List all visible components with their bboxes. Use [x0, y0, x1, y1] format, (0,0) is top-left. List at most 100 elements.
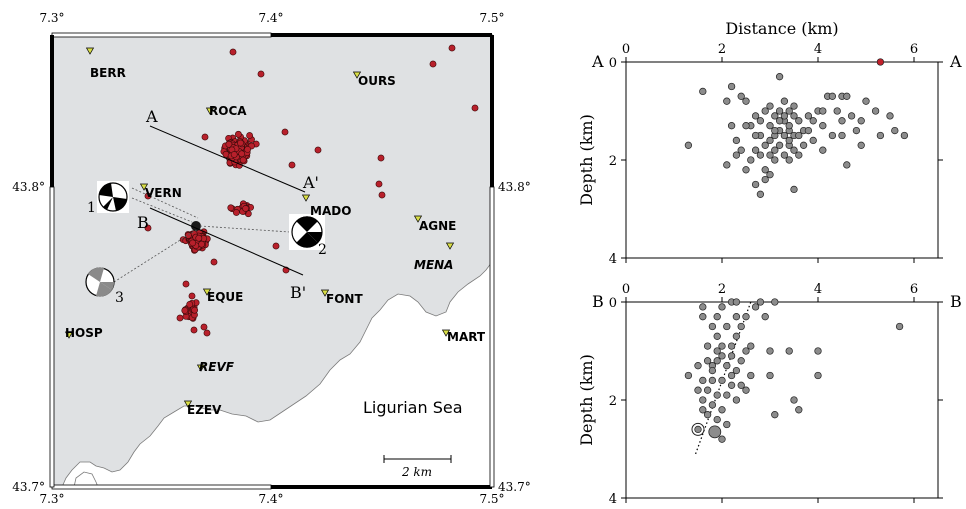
- event-marker: [242, 205, 249, 212]
- focal-mechanism-3: [85, 267, 115, 297]
- hypocenter-point: [742, 386, 750, 394]
- hypocenter-point: [756, 151, 765, 159]
- event-marker: [198, 240, 205, 248]
- hypocenter-point: [737, 357, 745, 365]
- hypocenter-point: [727, 352, 736, 360]
- station-label-revf: REVF: [199, 360, 235, 374]
- hypocenter-point: [747, 371, 755, 380]
- hypocenter-point: [771, 298, 779, 306]
- station-marker-revf: [196, 364, 206, 372]
- hypocenter-point: [819, 146, 827, 154]
- mechanism-label-1: 1: [87, 200, 96, 216]
- event-marker: [225, 140, 233, 148]
- event-marker: [288, 161, 296, 169]
- frame-band-right: [490, 35, 494, 187]
- hypocenter-point: [785, 122, 793, 130]
- event-marker: [203, 329, 211, 337]
- x-tick-label: 2: [718, 282, 726, 297]
- hypocenter-point: [766, 151, 774, 159]
- y-axis-label: Depth (km): [577, 354, 596, 446]
- hypocenter-point: [785, 156, 793, 164]
- hypocenter-ringed: [694, 425, 702, 434]
- lat-label-left-0: 43.8°: [12, 180, 45, 194]
- hypocenter-point: [790, 112, 798, 120]
- frame-band-left: [50, 35, 54, 187]
- hypocenter-point: [766, 371, 774, 380]
- hypocenter-point: [751, 303, 760, 311]
- hypocenter-point: [891, 126, 899, 135]
- mechanism-label-2: 2: [318, 242, 327, 258]
- cross-section-b: 0 2 4 6 0 2 4 Depth (km) B B: [577, 282, 962, 507]
- hypocenter-point: [756, 117, 765, 125]
- x-tick-label: 0: [622, 282, 630, 297]
- hypocenter-point: [761, 107, 769, 115]
- station-marker-mena: [445, 242, 455, 250]
- station-label-berr: BERR: [90, 66, 126, 80]
- hypocenter-point: [732, 396, 741, 404]
- station-label-vern: VERN: [145, 186, 182, 200]
- hypocenter-point: [795, 151, 803, 159]
- event-marker: [239, 156, 247, 164]
- event-marker: [448, 44, 456, 52]
- event-marker: [429, 60, 437, 68]
- hypocenter-point: [737, 92, 745, 100]
- hypocenter-point: [732, 298, 741, 306]
- hypocenter-point: [718, 303, 726, 311]
- hypocenter-point: [766, 102, 774, 110]
- hypocenter-point: [771, 411, 779, 419]
- hypocenter-point: [684, 141, 693, 149]
- station-label-mena: MENA: [414, 258, 453, 272]
- hypocenter-point: [732, 313, 741, 321]
- hypocenter-point: [718, 342, 726, 350]
- x-tick-label: 6: [910, 42, 918, 57]
- hypocenter-point: [852, 126, 861, 135]
- hypocenter-point: [703, 386, 712, 394]
- event-marker: [144, 224, 152, 232]
- hypocenter-point: [799, 141, 808, 149]
- sea-label: Ligurian Sea: [363, 398, 463, 417]
- hypocenter-ring: [691, 422, 705, 436]
- hypocenter-point: [684, 371, 693, 380]
- lat-label-left-1: 43.7°: [12, 480, 45, 494]
- hypocenter-point: [790, 102, 798, 110]
- hypocenter-point: [727, 122, 736, 130]
- hypocenter-point: [809, 117, 817, 125]
- x-tick-label: 2: [718, 42, 726, 57]
- hypocenter-point: [732, 136, 741, 145]
- station-marker-mart: [441, 329, 451, 337]
- profile-label-a: A: [145, 107, 158, 126]
- section-frame: [625, 61, 939, 259]
- lat-label-right-1: 43.7°: [498, 480, 531, 494]
- event-marker: [191, 306, 198, 314]
- hypocenter-point: [751, 146, 760, 154]
- hypocenter-point: [708, 366, 717, 375]
- event-marker: [186, 300, 194, 308]
- hypocenter-point: [795, 117, 803, 125]
- hypocenter-point: [737, 322, 745, 331]
- cross-section-a: 0 2 4 6 0 2 4 Distance (km) Depth (km) A A: [577, 19, 962, 267]
- event-marker: [257, 70, 265, 78]
- hypocenter-point: [775, 107, 784, 115]
- profile-line-a: [149, 125, 306, 193]
- section-right-label: B: [950, 292, 962, 311]
- hypocenter-point: [713, 347, 721, 355]
- event-marker: [210, 258, 218, 266]
- hypocenter-point: [761, 313, 769, 321]
- hypocenter-point: [761, 141, 769, 149]
- hypocenter-point: [809, 136, 817, 145]
- hypocenter-point: [790, 185, 798, 194]
- mechanism-connector-3: [113, 229, 197, 283]
- hypocenter-point: [857, 117, 865, 125]
- hypocenter-point: [828, 92, 837, 100]
- lon-label-bottom-1: 7.4°: [258, 492, 283, 506]
- hypocenter-point: [756, 298, 765, 306]
- y-tick-label: 0: [609, 296, 617, 311]
- event-marker: [377, 154, 385, 162]
- hypocenter-point: [747, 156, 755, 164]
- hypocenter-point: [742, 122, 750, 130]
- x-tick-label: 4: [814, 42, 822, 57]
- station-marker-ezev: [183, 400, 193, 408]
- hypocenter-point: [771, 126, 779, 135]
- hypocenter-point: [708, 322, 717, 331]
- x-axis-label: Distance (km): [725, 19, 838, 38]
